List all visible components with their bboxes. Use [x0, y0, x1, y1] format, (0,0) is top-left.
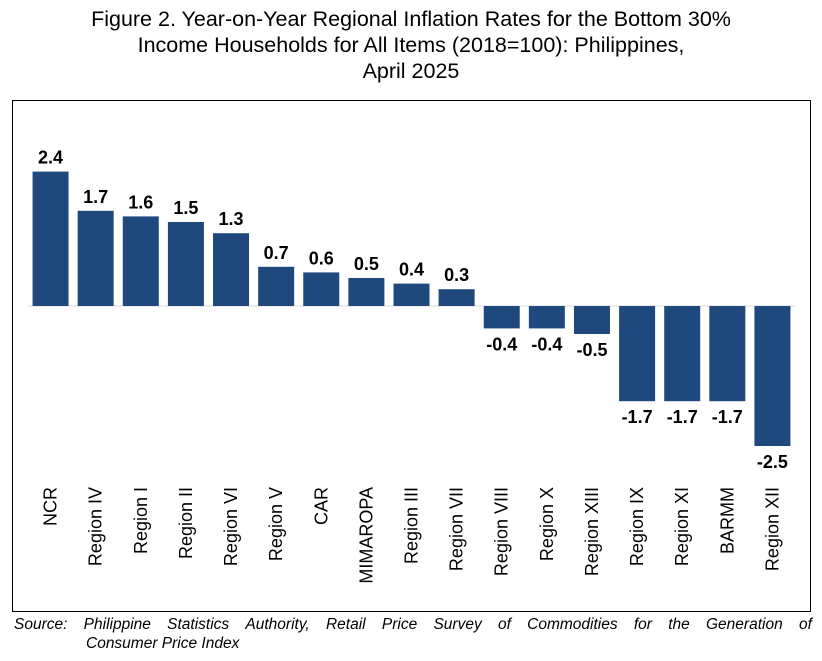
data-label: 1.7	[83, 187, 108, 207]
data-label: 0.5	[354, 254, 379, 274]
bar	[348, 278, 385, 306]
category-tick-label: Region V	[266, 487, 286, 561]
category-tick-label: Region IX	[627, 487, 647, 566]
bar	[213, 233, 250, 306]
source-word: Authority,	[245, 616, 310, 633]
chart-title-line-2: Income Households for All Items (2018=10…	[137, 33, 685, 57]
category-tick-label: Region VII	[447, 487, 467, 571]
bar	[483, 306, 520, 329]
category-tick-label: CAR	[311, 487, 331, 525]
bar	[32, 171, 69, 306]
chart-title-line-1: Figure 2. Year-on-Year Regional Inflatio…	[91, 7, 731, 31]
bar	[438, 289, 475, 306]
category-tick-label: NCR	[41, 487, 61, 526]
category-tick-label: Region III	[402, 487, 422, 564]
bar	[122, 216, 159, 306]
source-word: of	[798, 616, 812, 633]
data-label: 2.4	[38, 148, 63, 168]
bar	[258, 266, 295, 306]
chart-area: 2.4 NCR 1.7 Region IV 1.6 Region I 1.5 Region I…	[12, 100, 811, 612]
category-tick-label: Region II	[176, 487, 196, 559]
data-label: -1.7	[667, 407, 698, 427]
source-line-1: Source: Philippine Statistics Authority, Ret…	[14, 615, 812, 634]
source-word: Price	[381, 616, 418, 633]
data-label: 0.7	[264, 243, 289, 263]
data-label: -0.4	[531, 334, 562, 354]
source-word: for	[633, 616, 652, 633]
bar	[393, 283, 430, 306]
source-word: Survey	[433, 616, 482, 633]
bar	[664, 306, 701, 402]
bar-chart: 2.4 NCR 1.7 Region IV 1.6 Region I 1.5 Region I…	[28, 148, 795, 584]
data-label: 0.4	[399, 260, 424, 280]
data-label: 0.3	[444, 265, 469, 285]
category-tick-label: Region I	[131, 487, 151, 554]
data-label: 0.6	[309, 248, 334, 268]
bar	[303, 272, 340, 306]
category-tick-label: Region XII	[762, 487, 782, 571]
category-tick-label: Region VIII	[492, 487, 512, 576]
chart-title: Figure 2. Year-on-Year Regional Inflatio…	[0, 6, 822, 84]
data-label: -1.7	[712, 407, 743, 427]
data-label: -1.7	[622, 407, 653, 427]
category-tick-label: BARMM	[717, 487, 737, 554]
bar	[528, 306, 565, 329]
source-word: Retail	[325, 616, 366, 633]
source-word: of	[497, 616, 511, 633]
bar	[573, 306, 610, 334]
data-label: 1.3	[219, 209, 244, 229]
source-note: Source: Philippine Statistics Authority, Ret…	[14, 615, 812, 653]
source-word: Statistics	[167, 616, 230, 633]
category-tick-label: Region X	[537, 487, 557, 561]
data-label: -2.5	[757, 452, 788, 472]
source-word: Commodities	[527, 616, 618, 633]
category-tick-label: MIMAROPA	[356, 487, 376, 584]
data-label: -0.4	[486, 334, 517, 354]
data-label: 1.6	[128, 192, 153, 212]
source-word: Philippine	[83, 616, 151, 633]
bar	[619, 306, 656, 402]
bar	[754, 306, 791, 446]
source-word: the	[668, 616, 690, 633]
source-word: Source:	[14, 616, 68, 633]
category-tick-label: Region XI	[672, 487, 692, 566]
bar	[709, 306, 746, 402]
category-tick-label: Region VI	[221, 487, 241, 566]
bar	[77, 210, 114, 306]
source-word: Generation	[706, 616, 783, 633]
category-tick-label: Region IV	[86, 487, 106, 566]
source-line-2: Consumer Price Index	[86, 635, 240, 652]
data-label: 1.5	[173, 198, 198, 218]
data-label: -0.5	[576, 340, 607, 360]
category-tick-label: Region XIII	[582, 487, 602, 576]
chart-title-line-3: April 2025	[362, 59, 460, 83]
bar	[167, 222, 204, 306]
